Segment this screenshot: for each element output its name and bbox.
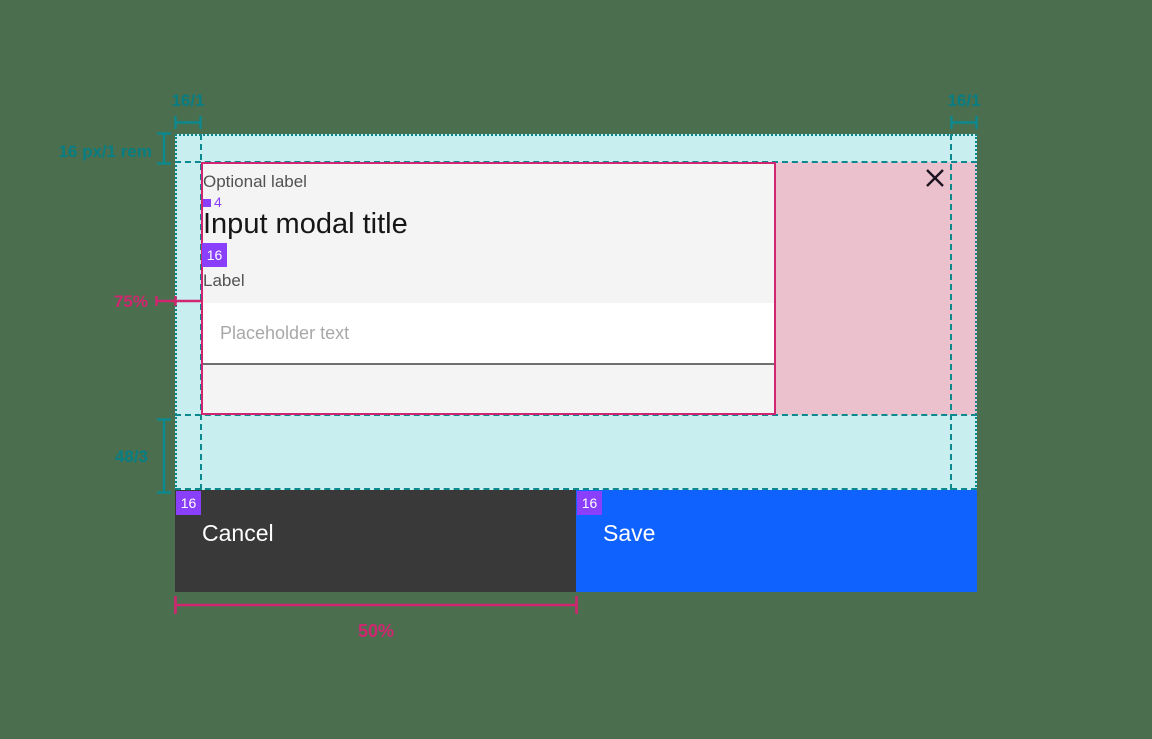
spacing-overlay-left xyxy=(175,162,201,415)
modal-optional-label: Optional label xyxy=(203,172,307,191)
spacer-token-16-save: 16 xyxy=(577,491,602,515)
spacer-token-16-cancel: 16 xyxy=(176,491,201,515)
padding-top-label: 16 px/1 rem xyxy=(58,142,152,161)
gutter-left-bracket-icon xyxy=(174,116,202,129)
padding-bottom-bracket-icon xyxy=(157,418,171,494)
save-button-label: Save xyxy=(603,520,656,546)
cancel-button-label: Cancel xyxy=(202,520,274,546)
padding-bottom-label: 48/3 xyxy=(114,447,148,466)
button-width-label: 50% xyxy=(357,621,395,641)
spacing-overlay-top xyxy=(175,134,977,162)
spacer-token-4-value: 4 xyxy=(214,194,222,210)
modal-title: Input modal title xyxy=(203,208,408,240)
gutter-left-label: 16/1 xyxy=(171,91,205,110)
gutter-right-label: 16/1 xyxy=(947,91,981,110)
spacer-token-4: 4 xyxy=(203,195,222,209)
input-field-label: Label xyxy=(203,271,245,290)
close-icon xyxy=(926,169,944,187)
input-modal: Optional label 4 Input modal title 16 La… xyxy=(175,134,977,592)
cancel-button[interactable]: 16 Cancel xyxy=(175,490,576,592)
content-width-pointer-icon xyxy=(155,296,203,306)
content-width-label: 75% xyxy=(113,292,148,311)
save-button[interactable]: 16 Save xyxy=(576,490,977,592)
modal-content-region: Optional label 4 Input modal title 16 La… xyxy=(201,162,776,415)
text-input[interactable] xyxy=(203,303,774,365)
margin-overlay-right xyxy=(776,162,977,415)
close-button[interactable] xyxy=(924,167,946,189)
gutter-right-bracket-icon xyxy=(950,116,978,129)
button-width-bracket-icon xyxy=(174,596,578,614)
spacing-overlay-bottom xyxy=(175,415,977,490)
padding-top-bracket-icon xyxy=(157,132,171,165)
spacer-token-16-heading: 16 xyxy=(202,243,227,267)
spacer-swatch-icon xyxy=(203,199,211,207)
